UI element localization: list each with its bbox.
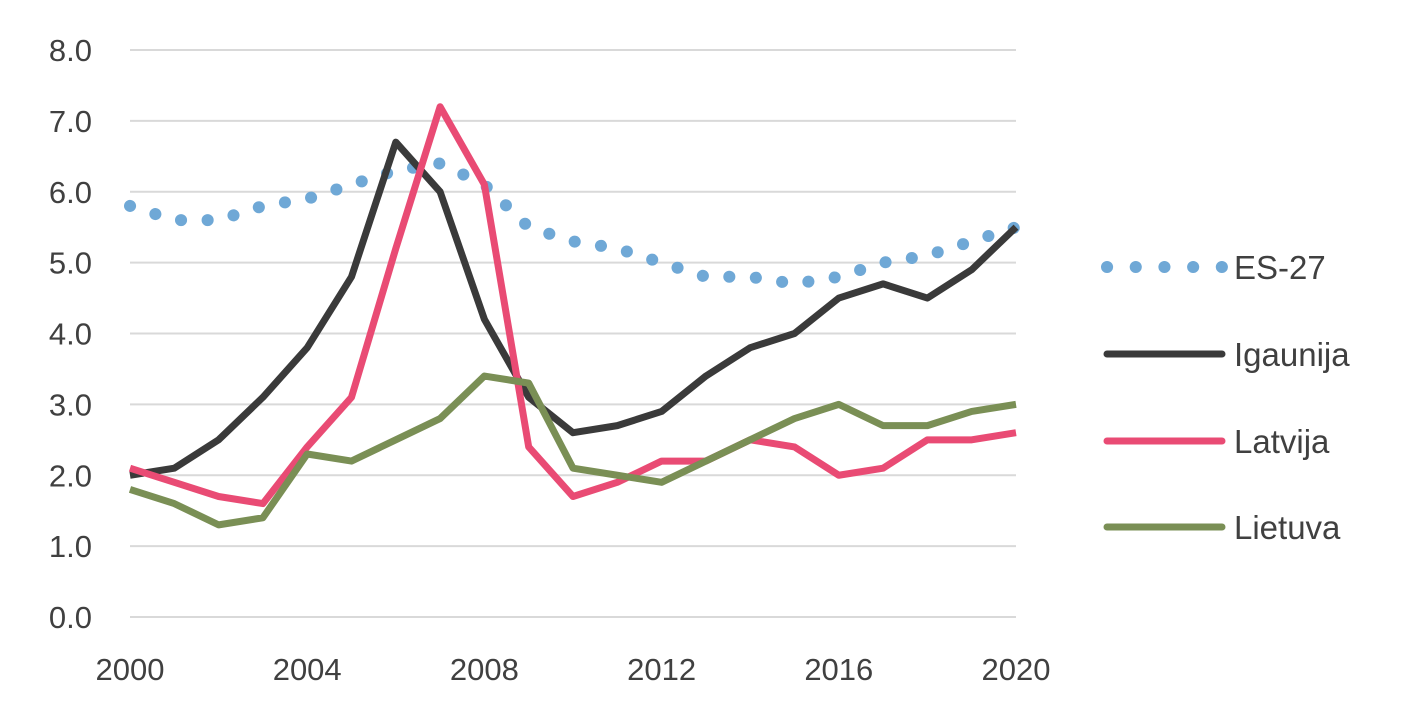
x-tick-label: 2008 bbox=[450, 652, 519, 687]
series-line-latvija bbox=[128, 103, 1017, 508]
y-axis: 0.0 1.0 2.0 3.0 4.0 5.0 6.0 7.0 8.0 bbox=[49, 33, 92, 635]
y-tick-label: 7.0 bbox=[49, 104, 92, 139]
legend-item: ES-27 bbox=[1101, 249, 1326, 286]
y-tick-label: 5.0 bbox=[49, 246, 92, 281]
x-tick-label: 2012 bbox=[627, 652, 696, 687]
x-tick-label: 2004 bbox=[273, 652, 342, 687]
y-tick-label: 1.0 bbox=[49, 529, 92, 564]
series-line-igaunija bbox=[129, 138, 1019, 479]
series-layer bbox=[124, 103, 1022, 529]
legend-item: Igaunija bbox=[1103, 336, 1350, 373]
series-line-es-27 bbox=[124, 157, 1022, 290]
legend-label: ES-27 bbox=[1234, 249, 1326, 286]
legend-item: Lietuva bbox=[1103, 509, 1341, 546]
y-tick-label: 2.0 bbox=[49, 458, 92, 493]
y-tick-label: 4.0 bbox=[49, 317, 92, 352]
x-tick-label: 2020 bbox=[982, 652, 1051, 687]
x-tick-label: 2000 bbox=[96, 652, 165, 687]
legend-label: Lietuva bbox=[1234, 509, 1341, 546]
y-tick-label: 8.0 bbox=[49, 33, 92, 68]
x-axis: 2000 2004 2008 2012 2016 2020 bbox=[96, 652, 1051, 687]
x-tick-label: 2016 bbox=[804, 652, 873, 687]
grid-lines bbox=[130, 49, 1016, 618]
y-tick-label: 0.0 bbox=[49, 600, 92, 635]
series-line-lietuva bbox=[128, 372, 1017, 529]
y-tick-label: 3.0 bbox=[49, 387, 92, 422]
y-tick-label: 6.0 bbox=[49, 175, 92, 210]
legend: ES-27 Igaunija Latvija Lietuva bbox=[1101, 249, 1350, 546]
legend-label: Igaunija bbox=[1234, 336, 1350, 373]
legend-item: Latvija bbox=[1103, 423, 1330, 460]
legend-label: Latvija bbox=[1234, 423, 1330, 460]
